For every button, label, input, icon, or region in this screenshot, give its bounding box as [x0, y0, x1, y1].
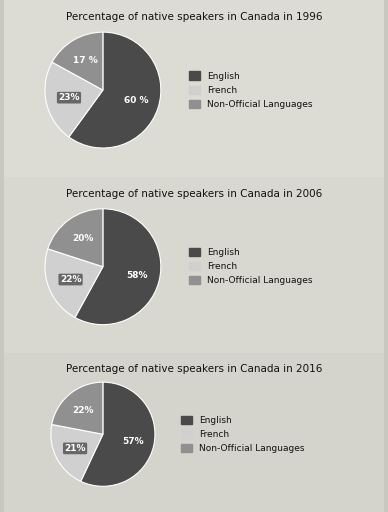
Text: 58%: 58% — [126, 271, 147, 280]
Text: 17 %: 17 % — [73, 56, 97, 65]
Text: 22%: 22% — [72, 406, 94, 415]
Text: Percentage of native speakers in Canada in 2006: Percentage of native speakers in Canada … — [66, 189, 322, 199]
Text: 20%: 20% — [72, 234, 93, 243]
Wedge shape — [45, 249, 103, 317]
Wedge shape — [81, 382, 155, 486]
Text: 23%: 23% — [58, 93, 80, 102]
Text: Percentage of native speakers in Canada in 1996: Percentage of native speakers in Canada … — [66, 12, 322, 23]
Text: Percentage of native speakers in Canada in 2016: Percentage of native speakers in Canada … — [66, 365, 322, 374]
Legend: English, French, Non-Official Languages: English, French, Non-Official Languages — [187, 246, 314, 287]
Wedge shape — [52, 32, 103, 90]
Legend: English, French, Non-Official Languages: English, French, Non-Official Languages — [187, 70, 314, 111]
Text: 60 %: 60 % — [124, 96, 148, 105]
Text: 57%: 57% — [123, 437, 144, 445]
Text: 22%: 22% — [60, 275, 81, 284]
Wedge shape — [45, 62, 103, 137]
Wedge shape — [75, 209, 161, 325]
Legend: English, French, Non-Official Languages: English, French, Non-Official Languages — [179, 414, 306, 455]
Text: 21%: 21% — [64, 444, 86, 453]
Wedge shape — [52, 382, 103, 434]
Wedge shape — [51, 424, 103, 481]
Wedge shape — [69, 32, 161, 148]
Wedge shape — [48, 209, 103, 267]
